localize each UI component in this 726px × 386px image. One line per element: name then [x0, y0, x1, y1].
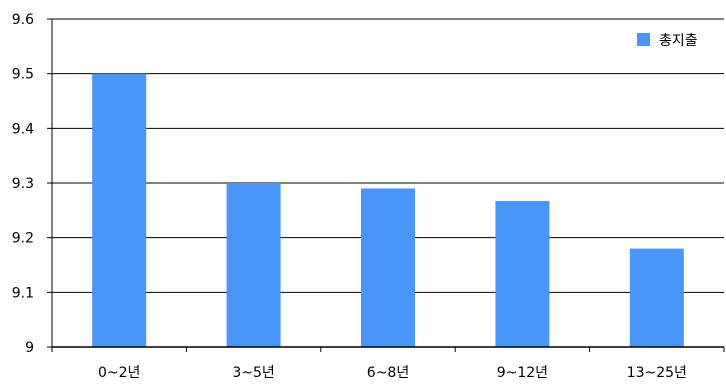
y-tick-label: 9.5: [12, 67, 34, 83]
bar-0~2년: [92, 73, 147, 348]
gridlines: [52, 18, 724, 293]
x-tick-label: 9~12년: [497, 365, 548, 381]
x-tick-label: 13~25년: [627, 365, 687, 381]
legend-label-총지출: 총지출: [659, 33, 698, 49]
legend: 총지출: [637, 33, 698, 49]
x-tick-label: 3~5년: [232, 365, 274, 381]
legend-swatch-총지출: [637, 33, 650, 46]
bar-13~25년: [629, 248, 684, 347]
x-tick-label: 6~8년: [367, 365, 409, 381]
bar-9~12년: [495, 201, 550, 347]
y-axis-ticks: 9 9.1 9.2 9.3 9.4 9.5 9.6: [12, 12, 34, 356]
bar-3~5년: [226, 183, 281, 347]
y-tick-label: 9.1: [12, 285, 34, 301]
bars: [92, 73, 684, 348]
x-axis-ticks: 0~2년 3~5년 6~8년 9~12년 13~25년: [98, 365, 687, 381]
y-tick-label: 9: [25, 340, 34, 356]
y-tick-label: 9.6: [12, 12, 34, 28]
y-tick-label: 9.2: [12, 231, 34, 247]
bar-6~8년: [361, 188, 415, 347]
axes: [47, 18, 725, 352]
y-tick-label: 9.3: [12, 176, 34, 192]
y-tick-label: 9.4: [12, 121, 34, 137]
x-tick-label: 0~2년: [98, 365, 140, 381]
